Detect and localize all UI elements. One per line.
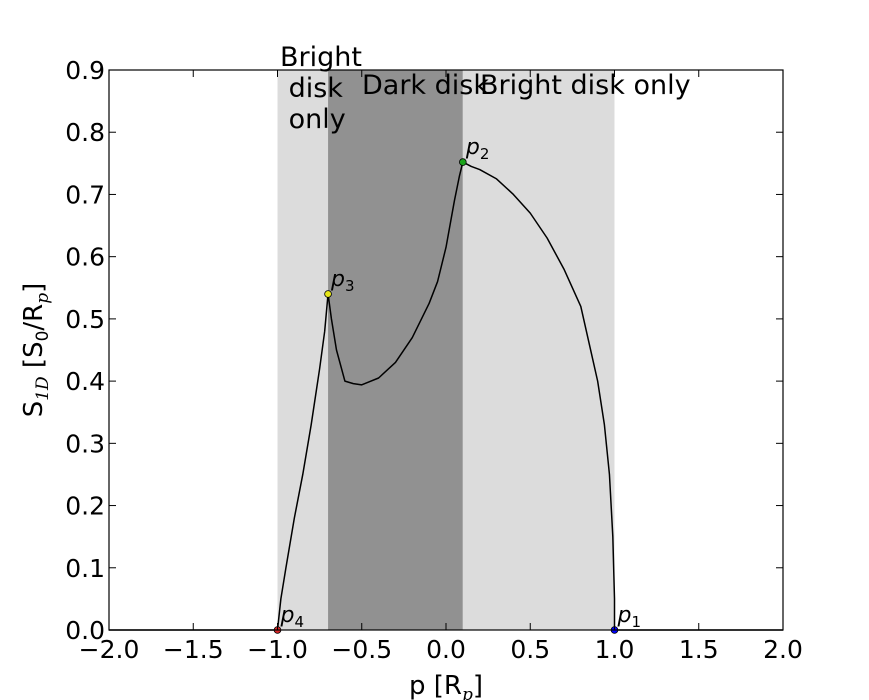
y-tick-label: 0.7: [65, 180, 105, 209]
y-tick-label: 0.9: [65, 56, 105, 85]
shaded-regions: [277, 70, 615, 630]
region-label: Dark disk: [362, 70, 489, 101]
point-label: p1: [617, 603, 642, 631]
y-axis-ticks: 0.0 0.1 0.2 0.3 0.4 0.5 0.6 0.7 0.8 0.9: [65, 56, 783, 645]
x-tick-label: 2.0: [763, 635, 803, 664]
x-tick-label: −2.0: [79, 635, 140, 664]
point-marker: [324, 290, 332, 298]
marked-points: p1 p2 p3 p4: [273, 135, 642, 634]
region-band: [328, 70, 463, 630]
x-tick-label: 1.0: [595, 635, 635, 664]
point-marker: [459, 158, 467, 166]
y-tick-label: 0.8: [65, 118, 105, 147]
region-band: [277, 70, 329, 630]
y-tick-label: 0.1: [65, 554, 105, 583]
y-tick-label: 0.6: [65, 243, 105, 272]
y-axis-label: S1D [S0/Rp]: [19, 283, 53, 418]
y-tick-label: 0.4: [65, 367, 105, 396]
y-tick-label: 0.2: [65, 492, 105, 521]
point-label: p3: [330, 267, 355, 295]
x-tick-label: 0.0: [426, 635, 466, 664]
y-tick-label: 0.0: [65, 616, 105, 645]
data-curve-group: [109, 161, 783, 631]
x-tick-label: −1.5: [163, 635, 224, 664]
x-axis-label: p [Rp]: [409, 671, 483, 700]
x-tick-label: −1.0: [247, 635, 308, 664]
x-tick-label: 1.5: [679, 635, 719, 664]
x-axis-ticks: −2.0 −1.5 −1.0 −0.5 0.0 0.5 1.0 1.5 2.0: [79, 70, 803, 664]
point-label: p4: [280, 603, 305, 631]
y-tick-label: 0.5: [65, 305, 105, 334]
region-label: Bright disk only: [280, 42, 362, 135]
data-curve: [109, 161, 783, 631]
region-label: Bright disk only: [480, 70, 691, 101]
y-tick-label: 0.3: [65, 429, 105, 458]
region-band: [462, 70, 615, 630]
x-tick-label: 0.5: [510, 635, 550, 664]
x-tick-label: −0.5: [331, 635, 392, 664]
point-label: p2: [465, 135, 490, 163]
